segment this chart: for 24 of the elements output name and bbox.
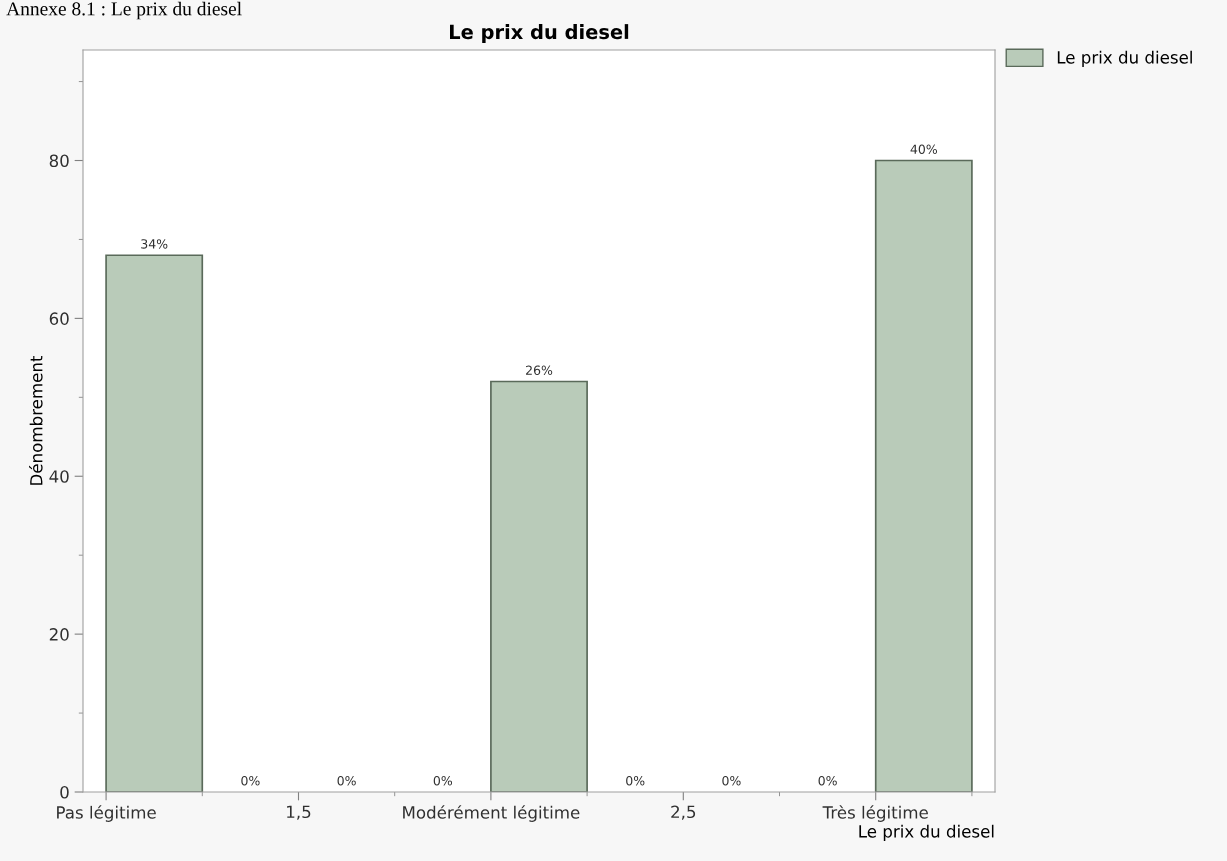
x-tick-label: 1,5 — [287, 805, 311, 820]
x-tick-label: 2,5 — [671, 805, 696, 820]
x-tick-label: Très légitime — [822, 805, 928, 822]
y-tick-label: 20 — [49, 628, 69, 641]
y-tick-label: 80 — [49, 154, 69, 168]
chart-title: Le prix du diesel — [450, 24, 629, 43]
y-tick-label: 60 — [49, 312, 69, 325]
annotation: 0% — [337, 775, 356, 786]
annotation: 0% — [433, 775, 453, 786]
text: Annexe 8.1 : Le prix du diesel — [6, 1, 242, 20]
annotation: 0% — [818, 775, 837, 786]
annotation: 0% — [626, 775, 645, 786]
y-tick-label: 0 — [60, 785, 69, 799]
x-tick-label: Modérément légitime — [403, 805, 580, 822]
x-axis-title: Le prix du diesel — [859, 824, 994, 841]
y-tick-label: 40 — [49, 470, 69, 483]
y-axis-title: Dénombrement — [29, 355, 43, 485]
annotation: 26% — [526, 365, 553, 375]
annotation: 40% — [910, 144, 938, 154]
legend-label: Le prix du diesel — [1057, 50, 1192, 67]
x-tick-label: Pas légitime — [57, 805, 156, 822]
annotation: 0% — [241, 775, 260, 786]
annotation: 34% — [141, 239, 168, 249]
annotation: 0% — [722, 775, 741, 786]
